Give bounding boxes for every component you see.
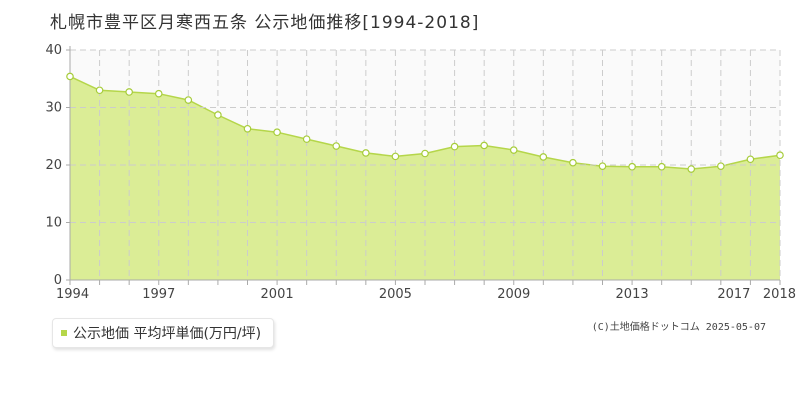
x-tick-label: 2009 <box>497 287 530 302</box>
data-point <box>569 158 577 167</box>
data-point <box>480 141 488 150</box>
data-point <box>776 151 784 160</box>
data-point <box>184 96 193 104</box>
land-price-chart: 0 10 20 30 40 1994 1997 2001 2005 2009 2013 2017 201… <box>45 43 796 302</box>
y-tick-label: 10 <box>45 216 62 231</box>
data-point <box>154 89 163 98</box>
data-point <box>746 155 755 164</box>
x-tick-label: 2018 <box>763 287 796 302</box>
data-point <box>95 86 104 95</box>
data-point <box>717 162 725 170</box>
x-tick-label: 2001 <box>261 287 294 302</box>
legend-swatch-icon <box>61 330 67 336</box>
y-tick-label: 40 <box>45 43 62 58</box>
x-tick-label: 2005 <box>379 287 412 302</box>
data-point <box>598 162 607 170</box>
data-point <box>302 135 311 143</box>
series-area <box>70 76 780 281</box>
chart-legend: 公示地価 平均坪単価(万円/坪) <box>52 318 275 348</box>
data-point <box>332 142 341 150</box>
x-tick-label: 1997 <box>142 287 175 302</box>
data-point <box>687 165 696 173</box>
x-tick-label: 2013 <box>616 287 649 302</box>
x-tick-label: 2017 <box>717 287 750 302</box>
data-point <box>362 149 370 157</box>
data-point <box>539 153 548 161</box>
data-point <box>125 88 133 96</box>
x-tick-label: 1994 <box>56 287 89 302</box>
data-point <box>450 142 459 151</box>
y-tick-label: 20 <box>45 158 62 173</box>
y-tick-label: 30 <box>45 101 62 116</box>
data-point <box>421 149 429 158</box>
data-point <box>391 152 400 161</box>
data-point <box>66 72 74 81</box>
data-point <box>214 111 222 119</box>
y-tick-label: 0 <box>54 273 62 288</box>
data-point <box>273 128 281 137</box>
data-point <box>509 146 518 154</box>
legend-label: 公示地価 平均坪単価(万円/坪) <box>73 326 262 342</box>
data-point <box>657 162 666 171</box>
copyright-text: (C)土地価格ドットコム 2025-05-07 <box>591 322 766 333</box>
data-point <box>243 124 252 133</box>
data-point <box>628 162 636 171</box>
chart-title: 札幌市豊平区月寒西五条 公示地価推移[1994-2018] <box>50 13 480 33</box>
